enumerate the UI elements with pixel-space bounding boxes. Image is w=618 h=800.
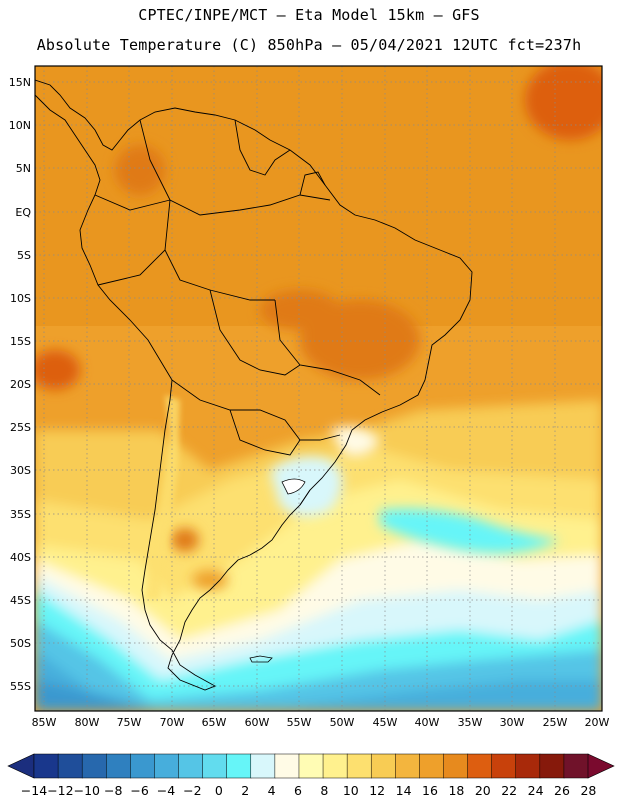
colorbar-swatch: [274, 753, 300, 779]
colorbar-swatch: [467, 753, 493, 779]
colorbar-swatch: [33, 753, 59, 779]
colorbar-label: 24: [528, 783, 544, 798]
colorbar-swatch: [298, 753, 324, 779]
colorbar-label: 8: [320, 783, 328, 798]
title-line-2: Absolute Temperature (C) 850hPa – 05/04/…: [36, 36, 582, 54]
lat-label: 20S: [10, 378, 31, 391]
colorbar-label: 28: [580, 783, 596, 798]
lat-label: 15S: [10, 335, 31, 348]
colorbar-label: 14: [396, 783, 412, 798]
lon-label: 40W: [415, 716, 440, 729]
lon-label: 65W: [202, 716, 227, 729]
colorbar-label: 20: [475, 783, 491, 798]
lat-label: 45S: [10, 594, 31, 607]
colorbar-swatch: [539, 753, 565, 779]
colorbar-label: −14: [21, 783, 47, 798]
colorbar-end-left: [7, 753, 35, 779]
lat-label: 10S: [10, 292, 31, 305]
lon-label: 30W: [500, 716, 525, 729]
lon-label: 75W: [117, 716, 142, 729]
colorbar-swatch: [81, 753, 107, 779]
colorbar-label: 18: [448, 783, 464, 798]
colorbar-swatch: [322, 753, 348, 779]
lon-label: 35W: [458, 716, 483, 729]
colorbar-label: −4: [157, 783, 175, 798]
colorbar-swatch: [563, 753, 589, 779]
colorbar-swatch: [370, 753, 396, 779]
latitude-axis: 15N 10N 5N EQ 5S 10S 15S 20S 25S 30S 35S…: [9, 76, 32, 693]
colorbar-swatch: [346, 753, 372, 779]
longitude-axis: 85W 80W 75W 70W 65W 60W 55W 50W 45W 40W …: [32, 716, 610, 729]
colorbar-label: 2: [241, 783, 249, 798]
colorbar-swatch: [491, 753, 517, 779]
colorbar-label: 10: [343, 783, 359, 798]
colorbar-label: −2: [183, 783, 201, 798]
lat-label: 40S: [10, 551, 31, 564]
colorbar-label: −8: [104, 783, 122, 798]
lat-label: 30S: [10, 464, 31, 477]
colorbar: −14 −12 −10 −8 −6 −4 −2 0 2 4 6 8 10 12 …: [7, 753, 615, 798]
colorbar-swatch: [515, 753, 541, 779]
lat-label: 35S: [10, 508, 31, 521]
lon-label: 50W: [330, 716, 355, 729]
colorbar-swatch: [226, 753, 252, 779]
colorbar-swatch: [178, 753, 204, 779]
lat-label: EQ: [15, 206, 31, 219]
colorbar-label: −10: [74, 783, 100, 798]
colorbar-swatches: [33, 753, 589, 779]
colorbar-label: 4: [268, 783, 276, 798]
colorbar-label: 26: [554, 783, 570, 798]
colorbar-swatch: [395, 753, 420, 779]
colorbar-swatch: [106, 753, 131, 779]
colorbar-label: 22: [501, 783, 517, 798]
colorbar-swatch: [130, 753, 155, 779]
grid-lines: [35, 66, 602, 711]
coastline: [35, 79, 473, 691]
colorbar-label: 6: [294, 783, 302, 798]
colorbar-label: −6: [130, 783, 148, 798]
title-line-1: CPTEC/INPE/MCT – Eta Model 15km – GFS: [138, 6, 480, 24]
colorbar-swatch: [419, 753, 445, 779]
lon-label: 60W: [245, 716, 270, 729]
colorbar-swatch: [57, 753, 83, 779]
colorbar-swatch: [443, 753, 469, 779]
lat-label: 25S: [10, 421, 31, 434]
lon-label: 45W: [373, 716, 398, 729]
lat-label: 5S: [17, 249, 31, 262]
lon-label: 70W: [160, 716, 185, 729]
lon-label: 85W: [32, 716, 57, 729]
lat-label: 15N: [9, 76, 31, 89]
lon-label: 55W: [287, 716, 312, 729]
lat-label: 5N: [16, 162, 31, 175]
colorbar-label: 0: [215, 783, 223, 798]
lon-label: 80W: [75, 716, 100, 729]
colorbar-end-right: [587, 753, 615, 779]
map-frame: [34, 65, 603, 712]
lat-label: 55S: [10, 680, 31, 693]
temperature-field: [35, 66, 602, 711]
colorbar-swatch: [250, 753, 276, 779]
colorbar-label: −12: [47, 783, 73, 798]
lat-label: 10N: [9, 119, 31, 132]
colorbar-swatch: [202, 753, 228, 779]
colorbar-label: 12: [369, 783, 385, 798]
lon-label: 25W: [543, 716, 568, 729]
colorbar-swatch: [154, 753, 180, 779]
colorbar-label: 16: [422, 783, 438, 798]
colorbar-labels: −14 −12 −10 −8 −6 −4 −2 0 2 4 6 8 10 12 …: [21, 783, 597, 798]
lon-label: 20W: [585, 716, 610, 729]
lat-label: 50S: [10, 637, 31, 650]
